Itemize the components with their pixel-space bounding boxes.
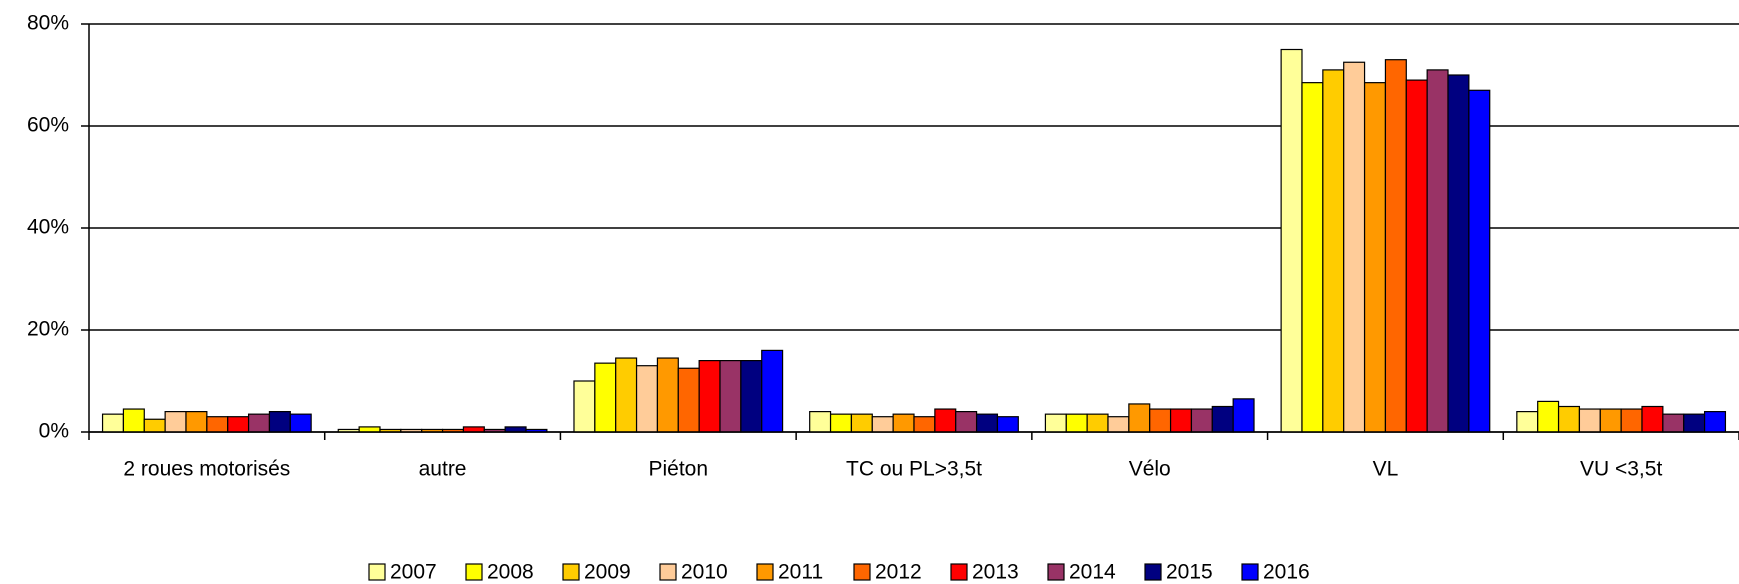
bar [656, 357, 679, 433]
bar [677, 367, 700, 433]
bar [955, 411, 978, 433]
y-tick-label: 80% [27, 12, 69, 35]
x-tick-label: TC ou PL>3,5t [846, 458, 982, 481]
bar [101, 413, 125, 433]
bar [1537, 400, 1560, 433]
bar [1578, 408, 1601, 433]
bar [1211, 405, 1234, 433]
bar [143, 418, 166, 433]
legend-swatch [562, 563, 580, 581]
bar [1301, 82, 1324, 433]
bar [1620, 408, 1643, 433]
bar [1641, 405, 1664, 433]
y-tick-label: 40% [27, 216, 69, 239]
bar [1232, 398, 1255, 433]
legend-swatch [1241, 563, 1259, 581]
legend-label: 2008 [487, 561, 534, 584]
bar [934, 408, 957, 433]
bar [504, 426, 527, 433]
bar [1468, 89, 1491, 433]
bar [871, 416, 894, 433]
bar [698, 360, 721, 433]
y-tick-label: 60% [27, 114, 69, 137]
y-tick-label: 0% [39, 420, 69, 443]
bar [1169, 408, 1193, 433]
bar [594, 362, 617, 433]
x-tick-label: Vélo [1129, 458, 1171, 481]
bar [1363, 82, 1387, 433]
legend-swatch [756, 563, 774, 581]
legend-label: 2011 [778, 561, 823, 584]
bar [122, 408, 145, 433]
x-tick-label: VL [1373, 458, 1399, 481]
bar [615, 357, 638, 433]
legend-swatch [1047, 563, 1065, 581]
legend-label: 2010 [681, 561, 728, 584]
bar [1065, 413, 1088, 433]
bar [1149, 408, 1172, 433]
bar [206, 416, 229, 433]
bar [1405, 79, 1428, 433]
bar [1086, 413, 1109, 433]
legend-label: 2007 [390, 561, 437, 584]
bar [1426, 69, 1449, 433]
legend-swatch [659, 563, 677, 581]
bar [1557, 405, 1581, 433]
y-tick-label: 20% [27, 318, 69, 341]
bar [996, 416, 1019, 433]
bar [1343, 61, 1366, 433]
bar [358, 426, 381, 433]
bar [913, 416, 936, 433]
bar [1044, 413, 1067, 433]
bar [1516, 411, 1539, 433]
bar [462, 426, 485, 433]
x-tick-label: autre [419, 458, 467, 481]
legend-label: 2012 [875, 561, 922, 584]
bar [1683, 413, 1706, 433]
bar [573, 380, 596, 433]
bar [1107, 416, 1130, 433]
legend-label: 2014 [1069, 561, 1116, 584]
x-tick-label: Piéton [649, 458, 709, 481]
bar [1190, 408, 1213, 433]
legend-label: 2013 [972, 561, 1019, 584]
legend-swatch [853, 563, 871, 581]
bar [850, 413, 873, 433]
bar [740, 360, 763, 433]
legend-swatch [465, 563, 483, 581]
bar [1384, 59, 1407, 433]
bar [1128, 403, 1151, 433]
bar [635, 365, 659, 433]
bar [1447, 74, 1470, 433]
legend-label: 2016 [1263, 561, 1310, 584]
bar [164, 411, 187, 433]
bar [289, 413, 312, 433]
bar [185, 411, 208, 433]
bar [892, 413, 915, 433]
bar [1322, 69, 1345, 433]
bar [1662, 413, 1685, 433]
legend-swatch [950, 563, 968, 581]
bar [761, 349, 784, 433]
legend-label: 2015 [1166, 561, 1213, 584]
legend-swatch [1144, 563, 1162, 581]
bar [1280, 48, 1303, 433]
bar [719, 360, 742, 433]
x-tick-label: VU <3,5t [1580, 458, 1662, 481]
bar [1703, 411, 1727, 433]
bar [829, 413, 853, 433]
bar [1599, 408, 1622, 433]
bar [247, 413, 271, 433]
bar [809, 411, 832, 433]
bar [227, 416, 250, 433]
x-tick-label: 2 roues motorisés [123, 458, 290, 481]
bar [268, 411, 291, 433]
legend-label: 2009 [584, 561, 631, 584]
bar [975, 413, 999, 433]
legend-swatch [368, 563, 386, 581]
